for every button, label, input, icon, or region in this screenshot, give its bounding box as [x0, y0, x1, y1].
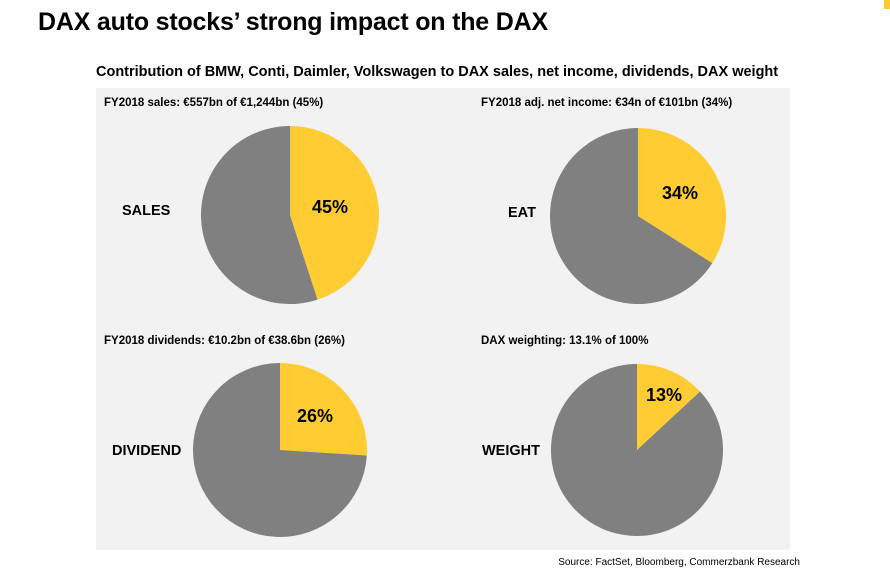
source-note: Source: FactSet, Bloomberg, Commerzbank … — [558, 557, 800, 568]
pie-slice-sales-auto — [290, 126, 379, 300]
pie-slice-eat-auto — [638, 128, 726, 264]
pie-slice-eat-rest — [550, 128, 713, 304]
pie-name-eat: EAT — [508, 205, 536, 221]
pie-data-label-eat: 34% — [662, 183, 698, 203]
page-title: DAX auto stocks’ strong impact on the DA… — [38, 8, 548, 36]
pie-header-sales: FY2018 sales: €557bn of €1,244bn (45%) — [104, 97, 324, 109]
pie-data-label-sales: 45% — [312, 197, 348, 217]
corner-accent-mark — [884, 0, 890, 9]
pie-slice-dividend-auto — [280, 362, 368, 456]
pie-header-weight: DAX weighting: 13.1% of 100% — [481, 335, 649, 347]
pie-name-weight: WEIGHT — [482, 443, 540, 459]
pie-slice-sales-rest — [201, 126, 318, 304]
pie-data-label-weight: 13% — [646, 385, 682, 405]
pie-slice-weight-rest — [551, 364, 723, 536]
pie-name-dividend: DIVIDEND — [112, 443, 182, 459]
pie-slice-dividend-rest — [193, 363, 367, 537]
pie-name-sales: SALES — [122, 203, 171, 219]
pie-header-dividend: FY2018 dividends: €10.2bn of €38.6bn (26… — [104, 335, 345, 347]
pie-data-label-dividend: 26% — [297, 406, 333, 426]
pie-slice-weight-auto — [637, 364, 701, 450]
chart-subtitle: Contribution of BMW, Conti, Daimler, Vol… — [96, 64, 779, 80]
pie-header-eat: FY2018 adj. net income: €34n of €101bn (… — [481, 97, 733, 109]
